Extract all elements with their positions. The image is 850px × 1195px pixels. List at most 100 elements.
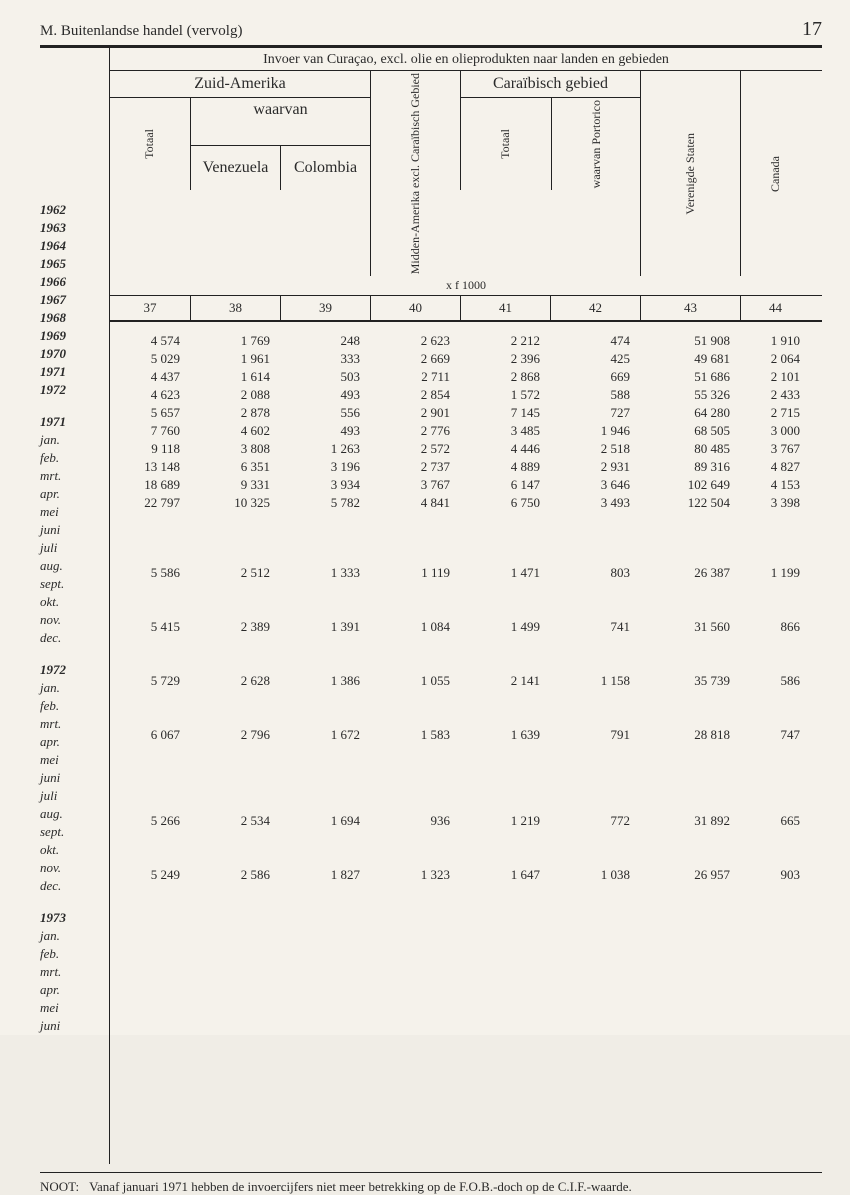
group-caraibisch: Caraïbisch gebied	[460, 71, 640, 97]
cell	[280, 1024, 370, 1042]
cell	[640, 956, 740, 974]
cell: 6 750	[460, 494, 550, 512]
cell	[550, 830, 640, 848]
page-header: M. Buitenlandse handel (vervolg) 17	[40, 18, 822, 41]
cell: 5 029	[110, 350, 190, 368]
cell	[280, 776, 370, 794]
cell	[280, 794, 370, 812]
cell	[550, 884, 640, 902]
col-number: 43	[640, 296, 740, 320]
cell: 2 715	[740, 404, 810, 422]
cell	[640, 1114, 740, 1132]
footnote: NOOT: Vanaf januari 1971 hebben de invoe…	[40, 1172, 822, 1195]
cell	[460, 636, 550, 654]
cell: 6 351	[190, 458, 280, 476]
cell	[550, 992, 640, 1010]
col-canada: Canada	[740, 71, 810, 276]
cell	[190, 1114, 280, 1132]
cell	[460, 1042, 550, 1060]
cell: 1 471	[460, 564, 550, 582]
cell	[550, 654, 640, 672]
cell	[740, 636, 810, 654]
cell	[370, 546, 460, 564]
cell	[280, 1042, 370, 1060]
cell	[190, 690, 280, 708]
cell	[370, 744, 460, 762]
cell	[460, 708, 550, 726]
cell	[740, 744, 810, 762]
cell: 4 437	[110, 368, 190, 386]
cell: 2 669	[370, 350, 460, 368]
cell: 49 681	[640, 350, 740, 368]
cell	[190, 636, 280, 654]
cell	[460, 992, 550, 1010]
cell: 2 901	[370, 404, 460, 422]
cell	[740, 600, 810, 618]
cell	[370, 528, 460, 546]
cell	[370, 636, 460, 654]
cell: 1 694	[280, 812, 370, 830]
cell: 741	[550, 618, 640, 636]
cell: 26 387	[640, 564, 740, 582]
cell	[190, 902, 280, 920]
cell: 26 957	[640, 866, 740, 884]
cell	[110, 938, 190, 956]
cell	[280, 902, 370, 920]
col-number: 44	[740, 296, 810, 320]
cell	[460, 654, 550, 672]
cell: 425	[550, 350, 640, 368]
cell	[460, 956, 550, 974]
cell: 1 158	[550, 672, 640, 690]
cell	[280, 582, 370, 600]
cell	[370, 848, 460, 866]
cell	[640, 1078, 740, 1096]
cell: 2 878	[190, 404, 280, 422]
cell: 89 316	[640, 458, 740, 476]
cell	[190, 744, 280, 762]
cell	[740, 902, 810, 920]
cell: 1 499	[460, 618, 550, 636]
month-label: apr.	[40, 733, 109, 751]
cell: 2 512	[190, 564, 280, 582]
month-label: feb.	[40, 945, 109, 963]
cell: 3 808	[190, 440, 280, 458]
cell	[550, 1042, 640, 1060]
cell	[740, 1024, 810, 1042]
col-number: 37	[110, 296, 190, 320]
cell: 5 729	[110, 672, 190, 690]
cell: 28 818	[640, 726, 740, 744]
cell	[640, 690, 740, 708]
cell: 4 446	[460, 440, 550, 458]
cell: 2 518	[550, 440, 640, 458]
cell	[640, 512, 740, 514]
cell	[740, 794, 810, 812]
cell	[190, 1042, 280, 1060]
cell	[740, 546, 810, 564]
col-number: 41	[460, 296, 550, 320]
cell: 1 391	[280, 618, 370, 636]
cell	[550, 938, 640, 956]
cell: 556	[280, 404, 370, 422]
cell: 80 485	[640, 440, 740, 458]
unit-row: x f 1000	[110, 276, 822, 295]
cell: 10 325	[190, 494, 280, 512]
cell	[460, 776, 550, 794]
cell	[280, 1060, 370, 1078]
cell	[550, 1132, 640, 1150]
cell	[370, 884, 460, 902]
cell	[460, 794, 550, 812]
cell	[460, 920, 550, 938]
page: M. Buitenlandse handel (vervolg) 17 1962…	[0, 0, 850, 1035]
footnote-text: Vanaf januari 1971 hebben de invoercijfe…	[89, 1179, 632, 1195]
cell: 1 614	[190, 368, 280, 386]
cell	[370, 776, 460, 794]
cell	[460, 902, 550, 920]
cell: 936	[370, 812, 460, 830]
cell: 2 064	[740, 350, 810, 368]
cell	[110, 920, 190, 938]
data-column: Invoer van Curaçao, excl. olie en oliepr…	[110, 48, 822, 1164]
cell: 2 088	[190, 386, 280, 404]
cell: 2 628	[190, 672, 280, 690]
cell	[280, 974, 370, 992]
cell	[110, 830, 190, 848]
